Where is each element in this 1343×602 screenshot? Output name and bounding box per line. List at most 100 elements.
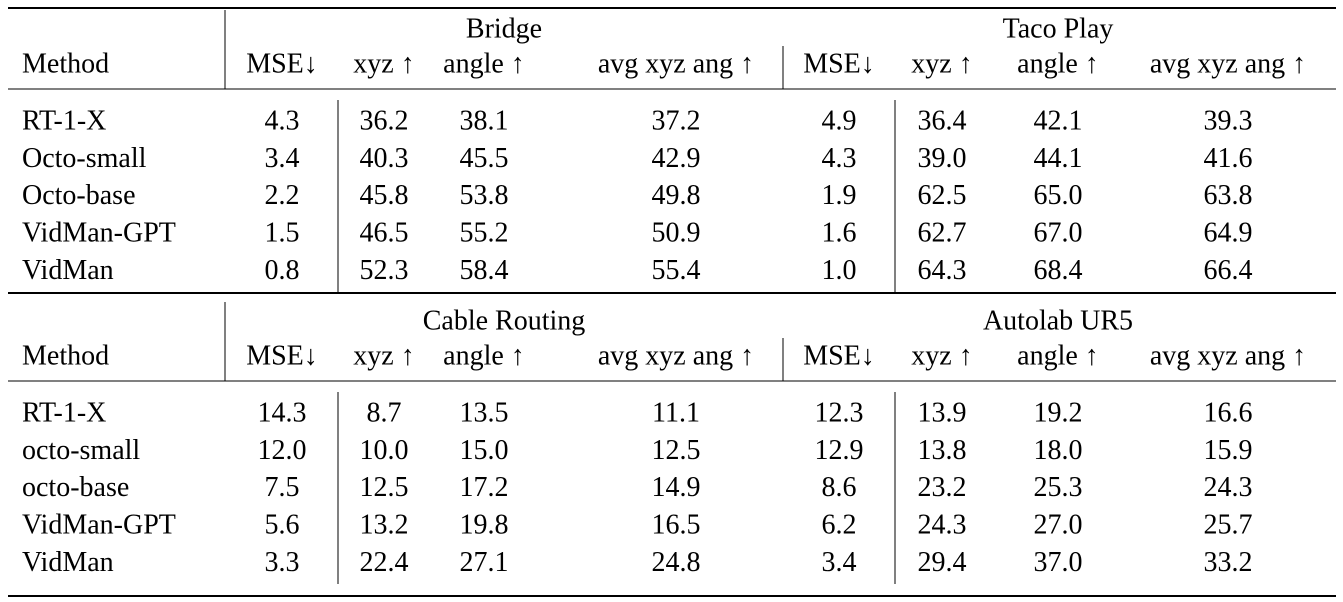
column-header: MSE↓: [246, 48, 318, 79]
cell-value: 45.5: [460, 143, 509, 174]
cell-value: 62.5: [918, 180, 967, 211]
cell-value: 39.0: [918, 143, 967, 174]
cell-value: 37.0: [1034, 547, 1083, 578]
cell-value: 8.6: [822, 472, 857, 503]
method-name: octo-small: [22, 435, 140, 466]
column-header: Method: [22, 340, 109, 371]
column-header: angle ↑: [443, 340, 525, 371]
cell-value: 42.1: [1034, 105, 1083, 136]
cell-value: 7.5: [265, 472, 300, 503]
column-header: avg xyz ang ↑: [598, 340, 754, 371]
cell-value: 2.2: [265, 180, 300, 211]
cell-value: 4.9: [822, 105, 857, 136]
cell-value: 12.5: [652, 435, 701, 466]
cell-value: 39.3: [1204, 105, 1253, 136]
cell-value: 22.4: [360, 547, 409, 578]
method-name: octo-base: [22, 472, 129, 503]
method-name: VidMan-GPT: [22, 218, 176, 249]
cell-value: 46.5: [360, 218, 409, 249]
cell-value: 64.9: [1204, 218, 1253, 249]
cell-value: 12.3: [815, 397, 864, 428]
cell-value: 36.2: [360, 105, 409, 136]
cell-value: 3.4: [265, 143, 300, 174]
cell-value: 15.0: [460, 435, 509, 466]
cell-value: 3.4: [822, 547, 857, 578]
cell-value: 25.3: [1034, 472, 1083, 503]
cell-value: 13.2: [360, 510, 409, 541]
cell-value: 6.2: [822, 510, 857, 541]
cell-value: 8.7: [367, 397, 402, 428]
cell-value: 1.9: [822, 180, 857, 211]
cell-value: 4.3: [822, 143, 857, 174]
cell-value: 11.1: [652, 397, 700, 428]
cell-value: 17.2: [460, 472, 509, 503]
group-header: Bridge: [466, 13, 542, 44]
cell-value: 16.6: [1204, 397, 1253, 428]
group-header: Cable Routing: [423, 305, 586, 336]
column-header: MSE↓: [803, 48, 875, 79]
cell-value: 36.4: [918, 105, 967, 136]
cell-value: 24.8: [652, 547, 701, 578]
cell-value: 13.9: [918, 397, 967, 428]
cell-value: 15.9: [1204, 435, 1253, 466]
column-header: avg xyz ang ↑: [1150, 340, 1306, 371]
method-name: Octo-base: [22, 180, 136, 211]
column-header: avg xyz ang ↑: [598, 48, 754, 79]
cell-value: 1.5: [265, 218, 300, 249]
column-header: angle ↑: [1017, 48, 1099, 79]
cell-value: 66.4: [1204, 255, 1253, 286]
cell-value: 12.5: [360, 472, 409, 503]
cell-value: 53.8: [460, 180, 509, 211]
method-name: VidMan: [22, 547, 114, 578]
method-name: VidMan: [22, 255, 114, 286]
column-header: xyz ↑: [353, 340, 414, 371]
cell-value: 12.9: [815, 435, 864, 466]
cell-value: 25.7: [1204, 510, 1253, 541]
cell-value: 40.3: [360, 143, 409, 174]
cell-value: 19.2: [1034, 397, 1083, 428]
group-header: Taco Play: [1003, 13, 1114, 44]
group-header: Autolab UR5: [983, 305, 1133, 336]
cell-value: 55.2: [460, 218, 509, 249]
cell-value: 10.0: [360, 435, 409, 466]
cell-value: 52.3: [360, 255, 409, 286]
cell-value: 62.7: [918, 218, 967, 249]
cell-value: 19.8: [460, 510, 509, 541]
cell-value: 24.3: [918, 510, 967, 541]
cell-value: 4.3: [265, 105, 300, 136]
cell-value: 1.6: [822, 218, 857, 249]
column-header: Method: [22, 48, 109, 79]
cell-value: 38.1: [460, 105, 509, 136]
column-header: angle ↑: [1017, 340, 1099, 371]
cell-value: 27.1: [460, 547, 509, 578]
cell-value: 18.0: [1034, 435, 1083, 466]
cell-value: 27.0: [1034, 510, 1083, 541]
cell-value: 50.9: [652, 218, 701, 249]
column-header: avg xyz ang ↑: [1150, 48, 1306, 79]
cell-value: 29.4: [918, 547, 967, 578]
cell-value: 5.6: [265, 510, 300, 541]
cell-value: 14.3: [258, 397, 307, 428]
cell-value: 13.8: [918, 435, 967, 466]
cell-value: 14.9: [652, 472, 701, 503]
method-name: Octo-small: [22, 143, 147, 174]
cell-value: 65.0: [1034, 180, 1083, 211]
cell-value: 41.6: [1204, 143, 1253, 174]
cell-value: 13.5: [460, 397, 509, 428]
method-name: RT-1-X: [22, 105, 106, 136]
cell-value: 67.0: [1034, 218, 1083, 249]
cell-value: 12.0: [258, 435, 307, 466]
method-name: RT-1-X: [22, 397, 106, 428]
cell-value: 24.3: [1204, 472, 1253, 503]
cell-value: 37.2: [652, 105, 701, 136]
method-name: VidMan-GPT: [22, 510, 176, 541]
cell-value: 55.4: [652, 255, 701, 286]
column-header: xyz ↑: [911, 48, 972, 79]
column-header: MSE↓: [246, 340, 318, 371]
cell-value: 0.8: [265, 255, 300, 286]
column-header: MSE↓: [803, 340, 875, 371]
cell-value: 63.8: [1204, 180, 1253, 211]
column-header: xyz ↑: [353, 48, 414, 79]
cell-value: 23.2: [918, 472, 967, 503]
